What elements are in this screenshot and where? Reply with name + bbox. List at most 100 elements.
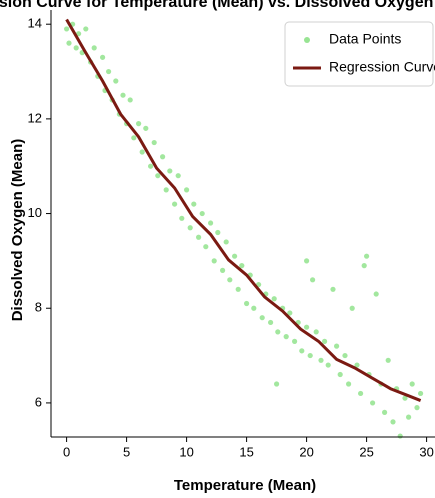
- data-point: [382, 409, 388, 415]
- data-point: [187, 225, 193, 231]
- data-point: [64, 26, 70, 32]
- data-point: [409, 381, 415, 387]
- legend-label: Data Points: [329, 31, 401, 47]
- data-point: [106, 68, 112, 75]
- data-point: [342, 352, 348, 359]
- data-point: [313, 329, 319, 335]
- data-point: [304, 258, 310, 264]
- data-point: [184, 187, 190, 193]
- legend-box: [284, 21, 434, 87]
- data-point: [127, 97, 133, 103]
- legend-marker: [304, 37, 310, 43]
- data-point: [292, 338, 298, 344]
- data-point: [370, 400, 376, 406]
- x-tick-label: 25: [359, 444, 373, 459]
- y-axis-label: Dissolved Oxygen (Mean): [9, 139, 26, 322]
- data-point: [239, 263, 245, 269]
- data-point: [283, 334, 289, 340]
- data-point: [334, 343, 340, 349]
- regression-curve: [65, 18, 422, 402]
- data-point: [299, 348, 305, 354]
- data-point: [113, 78, 119, 84]
- data-point: [325, 362, 331, 368]
- x-axis-label: Temperature (Mean): [174, 477, 316, 494]
- data-point: [172, 201, 178, 207]
- data-point: [251, 305, 257, 311]
- x-tick-label: 5: [123, 444, 130, 459]
- data-point: [143, 125, 149, 131]
- data-point: [307, 352, 313, 359]
- data-point: [274, 381, 280, 387]
- data-point: [322, 338, 328, 344]
- data-point: [199, 210, 205, 217]
- data-point: [223, 239, 229, 245]
- data-point: [406, 414, 412, 420]
- data-point: [354, 362, 360, 368]
- data-point: [136, 121, 142, 127]
- data-point: [76, 31, 82, 37]
- data-point: [268, 319, 274, 326]
- data-point: [211, 258, 217, 264]
- data-point: [155, 173, 161, 179]
- data-point: [414, 405, 420, 411]
- data-point: [318, 357, 324, 363]
- data-point: [139, 149, 145, 155]
- data-point: [337, 371, 343, 378]
- data-point: [73, 45, 79, 51]
- data-point: [397, 433, 403, 439]
- data-point: [235, 286, 241, 292]
- data-point: [191, 201, 197, 207]
- data-point: [160, 154, 166, 160]
- data-point: [148, 163, 154, 169]
- y-tick-label: 6: [35, 394, 42, 409]
- chart-title: Regression Curve for Temperature (Mean) …: [0, 0, 435, 11]
- data-point: [385, 357, 391, 363]
- data-point: [358, 390, 364, 397]
- y-tick-label: 10: [28, 205, 42, 220]
- data-point: [163, 187, 169, 193]
- data-point: [120, 92, 126, 98]
- data-point: [304, 324, 310, 330]
- data-point: [287, 310, 293, 316]
- x-tick-label: 20: [299, 444, 313, 459]
- data-point: [227, 277, 233, 283]
- data-point: [418, 390, 424, 397]
- data-point: [167, 168, 173, 174]
- data-point: [91, 45, 97, 51]
- x-tick-label: 30: [419, 444, 433, 459]
- data-point: [271, 296, 277, 302]
- data-point: [402, 395, 408, 401]
- data-point: [179, 215, 185, 221]
- data-point: [220, 267, 226, 273]
- x-tick-label: 10: [179, 444, 193, 459]
- data-point: [203, 244, 209, 250]
- data-point: [66, 40, 72, 46]
- data-point: [346, 381, 352, 387]
- data-point: [349, 305, 355, 311]
- data-point: [232, 253, 238, 259]
- y-tick-label: 14: [28, 16, 42, 31]
- legend-label: Regression Curve: [329, 59, 435, 75]
- data-point: [100, 54, 106, 60]
- data-point: [175, 173, 181, 179]
- data-point: [390, 419, 396, 425]
- data-point: [196, 234, 202, 240]
- data-point: [151, 139, 157, 146]
- y-tick-label: 12: [28, 110, 42, 125]
- data-point: [364, 253, 370, 259]
- data-point: [131, 135, 137, 141]
- data-point: [259, 315, 265, 321]
- data-point: [83, 26, 89, 32]
- data-point: [361, 263, 367, 269]
- y-tick-label: 8: [35, 300, 42, 315]
- data-point: [330, 286, 336, 292]
- data-point: [244, 300, 250, 307]
- data-point: [373, 291, 379, 297]
- data-point: [215, 229, 221, 236]
- data-point: [208, 220, 214, 226]
- data-point: [275, 329, 281, 335]
- x-tick-label: 15: [239, 444, 253, 459]
- data-point: [310, 277, 316, 283]
